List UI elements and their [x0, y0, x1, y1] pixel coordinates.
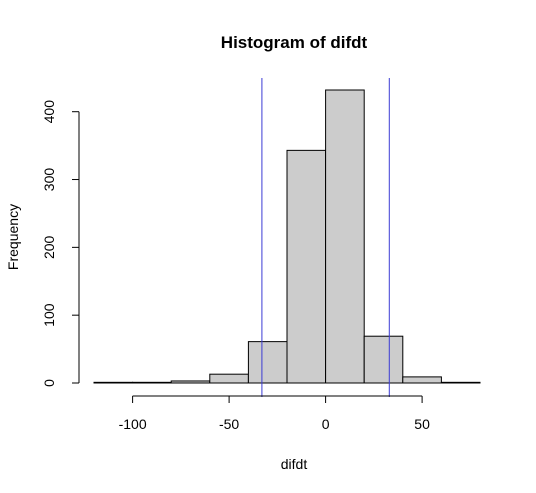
reference-lines-group [261, 78, 390, 397]
y-tick-label-1: 100 [41, 303, 57, 327]
histogram-bar-6 [325, 89, 365, 384]
chart-title: Histogram of difdt [221, 33, 368, 52]
histogram-bar-5 [286, 149, 327, 384]
bars-group [93, 89, 481, 384]
y-tick-label-0: 0 [41, 379, 57, 387]
y-tick-label-4: 400 [41, 100, 57, 124]
x-axis-label: difdt [281, 456, 308, 472]
x-tick-label-1: -50 [219, 416, 239, 432]
histogram-bar-7 [363, 335, 404, 384]
histogram-bar-9 [440, 381, 481, 384]
x-tick-label-3: 50 [414, 416, 430, 432]
y-axis: 0 100 200 300 400 [41, 100, 80, 387]
y-tick-label-3: 300 [41, 168, 57, 192]
x-axis: -100 -50 0 50 [119, 395, 430, 432]
histogram-bar-2 [170, 380, 211, 384]
x-tick-label-2: 0 [322, 416, 330, 432]
histogram-bar-4 [247, 341, 288, 384]
y-axis-label: Frequency [5, 204, 21, 270]
histogram-bar-1 [132, 381, 172, 384]
histogram-bar-8 [402, 376, 442, 384]
histogram-bar-0 [93, 381, 134, 384]
y-tick-label-2: 200 [41, 235, 57, 259]
x-tick-label-0: -100 [119, 416, 147, 432]
histogram-bar-3 [209, 373, 249, 384]
